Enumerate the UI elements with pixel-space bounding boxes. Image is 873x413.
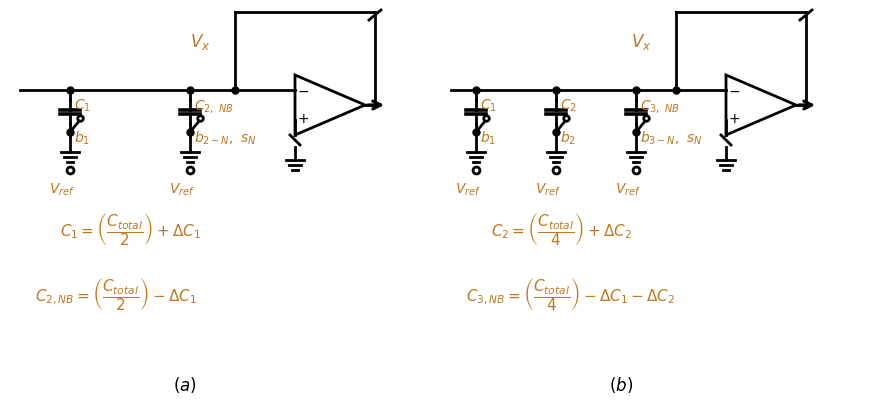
Text: $-$: $-$ [297, 84, 309, 98]
Text: $V_{ref}$: $V_{ref}$ [535, 182, 561, 198]
Text: $V_x$: $V_x$ [190, 32, 210, 52]
Text: $C_1$: $C_1$ [74, 98, 91, 114]
Text: $(a)$: $(a)$ [173, 375, 197, 395]
Text: $b_{3-N},\ s_N$: $b_{3-N},\ s_N$ [640, 129, 703, 147]
Text: $b_1$: $b_1$ [74, 129, 90, 147]
Text: $b_{2-N},\ s_N$: $b_{2-N},\ s_N$ [194, 129, 257, 147]
Text: $V_{ref}$: $V_{ref}$ [49, 182, 75, 198]
Text: $C_{2,NB} = \left(\dfrac{C_{total}}{2}\right) - \Delta C_1$: $C_{2,NB} = \left(\dfrac{C_{total}}{2}\r… [35, 276, 196, 313]
Text: $V_x$: $V_x$ [631, 32, 651, 52]
Text: $b_1$: $b_1$ [480, 129, 496, 147]
Text: $V_{ref}$: $V_{ref}$ [455, 182, 481, 198]
Text: $V_{ref}$: $V_{ref}$ [169, 182, 195, 198]
Text: $C_{3,\ NB}$: $C_{3,\ NB}$ [640, 98, 679, 115]
Text: $C_1 = \left(\dfrac{C_{total}}{2}\right) + \Delta C_1$: $C_1 = \left(\dfrac{C_{total}}{2}\right)… [60, 211, 201, 249]
Text: $C_2 = \left(\dfrac{C_{total}}{4}\right) + \Delta C_2$: $C_2 = \left(\dfrac{C_{total}}{4}\right)… [491, 211, 632, 249]
Text: $V_{ref}$: $V_{ref}$ [615, 182, 641, 198]
Text: $-$: $-$ [728, 84, 740, 98]
Text: $C_2$: $C_2$ [560, 98, 577, 114]
Text: $b_2$: $b_2$ [560, 129, 576, 147]
Text: $C_{2,\ NB}$: $C_{2,\ NB}$ [194, 98, 233, 115]
Text: $C_{3,NB} = \left(\dfrac{C_{total}}{4}\right) - \Delta C_1 - \Delta C_2$: $C_{3,NB} = \left(\dfrac{C_{total}}{4}\r… [466, 276, 675, 313]
Text: $+$: $+$ [297, 112, 309, 126]
Text: $C_1$: $C_1$ [480, 98, 497, 114]
Text: $(b)$: $(b)$ [609, 375, 633, 395]
Text: $+$: $+$ [728, 112, 740, 126]
